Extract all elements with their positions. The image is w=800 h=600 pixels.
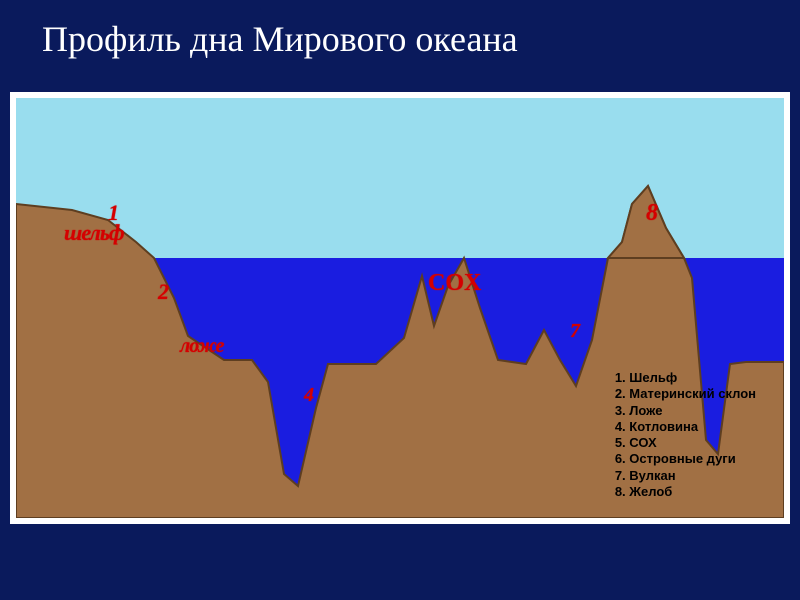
legend-item: 1. Шельф <box>615 370 756 386</box>
legend-num: 8. <box>615 484 629 499</box>
legend-label: Материнский склон <box>629 386 756 401</box>
legend-label: Ложе <box>629 403 662 418</box>
legend-item: 6. Островные дуги <box>615 451 756 467</box>
legend-label: Шельф <box>629 370 677 385</box>
legend-num: 7. <box>615 468 629 483</box>
page-title: Профиль дна Мирового океана <box>42 18 800 60</box>
legend: 1. Шельф2. Материнский склон3. Ложе4. Ко… <box>615 370 756 500</box>
title-area: Профиль дна Мирового океана <box>0 0 800 68</box>
legend-item: 8. Желоб <box>615 484 756 500</box>
legend-label: Вулкан <box>629 468 675 483</box>
legend-num: 2. <box>615 386 629 401</box>
diagram-container: 1 шельф 2 ложе 4 COX 7 8 1. Шельф2. Мате… <box>10 92 790 524</box>
legend-label: Желоб <box>629 484 672 499</box>
legend-label: СОХ <box>629 435 656 450</box>
legend-num: 1. <box>615 370 629 385</box>
legend-num: 6. <box>615 451 629 466</box>
legend-item: 2. Материнский склон <box>615 386 756 402</box>
legend-item: 3. Ложе <box>615 403 756 419</box>
legend-num: 4. <box>615 419 629 434</box>
legend-label: Котловина <box>629 419 698 434</box>
legend-item: 4. Котловина <box>615 419 756 435</box>
legend-num: 3. <box>615 403 629 418</box>
diagram-inner: 1 шельф 2 ложе 4 COX 7 8 1. Шельф2. Мате… <box>16 98 784 518</box>
legend-num: 5. <box>615 435 629 450</box>
legend-item: 7. Вулкан <box>615 468 756 484</box>
legend-item: 5. СОХ <box>615 435 756 451</box>
legend-label: Островные дуги <box>629 451 735 466</box>
